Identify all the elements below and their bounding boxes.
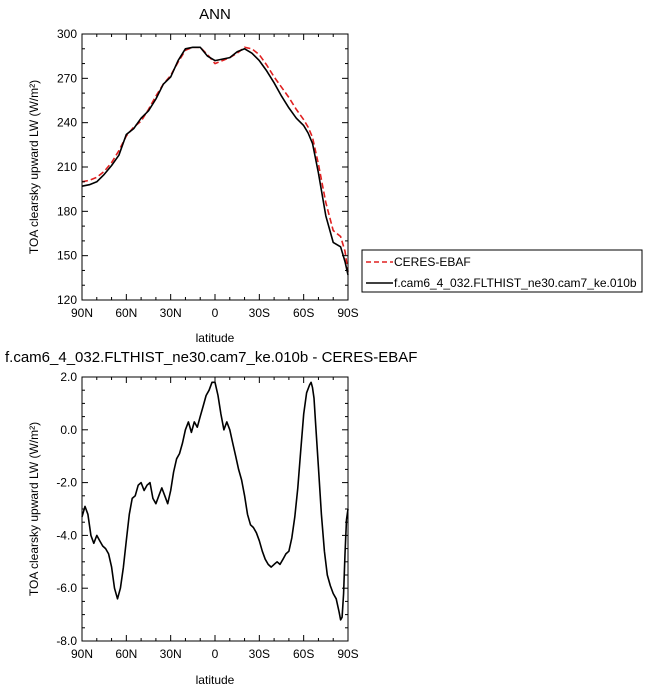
top-panel-x-tick-label: 30S	[249, 306, 270, 320]
top-panel: ANN 90N 60N 30N 0 30S 60S 90S 120 150 180 210 240 27…	[27, 6, 643, 345]
legend-box	[361, 249, 643, 293]
bottom-panel-x-tick-label: 0	[212, 647, 219, 661]
bottom-panel-xlabel: latitude	[196, 673, 235, 687]
bottom-panel-ylabel: TOA clearsky upward LW (W/m²)	[27, 422, 41, 596]
legend-label-ceres: CERES-EBAF	[394, 255, 471, 269]
top-panel-axes: 90N 60N 30N 0 30S 60S 90S 120 150 180 210 240 270 300	[57, 27, 359, 320]
bottom-panel-axes: 90N 60N 30N 0 30S 60S 90S -8.0 -6.0 -4.0 -2.0 0.0 2.…	[56, 370, 358, 661]
legend-label-model: f.cam6_4_032.FLTHIST_ne30.cam7_ke.010b	[394, 276, 637, 290]
top-panel-series-ceres-ebaf-line	[81, 46, 349, 273]
bottom-panel-frame	[81, 376, 349, 642]
bottom-panel-series-difference-line	[81, 381, 349, 621]
top-panel-y-tick-label: 180	[57, 204, 77, 218]
bottom-panel-y-tick-label: -8.0	[56, 634, 77, 648]
bottom-panel: f.cam6_4_032.FLTHIST_ne30.cam7_ke.010b -…	[5, 349, 417, 687]
top-panel-x-tick-label: 90S	[337, 306, 358, 320]
top-panel-lines	[81, 46, 349, 276]
legend: CERES-EBAF f.cam6_4_032.FLTHIST_ne30.cam…	[361, 249, 643, 293]
top-panel-xlabel: latitude	[196, 331, 235, 345]
top-panel-x-tick-label: 60N	[115, 306, 137, 320]
bottom-panel-x-tick-label: 60S	[293, 647, 314, 661]
bottom-panel-title: f.cam6_4_032.FLTHIST_ne30.cam7_ke.010b -…	[5, 349, 417, 366]
top-panel-frame	[81, 33, 349, 301]
bottom-panel-x-tick-label: 90N	[71, 647, 93, 661]
bottom-panel-y-tick-label: -4.0	[56, 528, 77, 542]
top-panel-series-model-line	[81, 46, 349, 276]
bottom-panel-x-tick-label: 60N	[115, 647, 137, 661]
top-panel-x-tick-label: 90N	[71, 306, 93, 320]
top-panel-x-tick-label: 30N	[160, 306, 182, 320]
top-panel-title: ANN	[199, 6, 231, 23]
bottom-panel-y-tick-label: 0.0	[60, 423, 77, 437]
top-panel-y-tick-label: 210	[57, 160, 77, 174]
bottom-panel-y-tick-label: -6.0	[56, 581, 77, 595]
top-panel-y-tick-label: 240	[57, 116, 77, 130]
bottom-panel-x-tick-label: 90S	[337, 647, 358, 661]
top-panel-y-tick-label: 150	[57, 249, 77, 263]
bottom-panel-y-tick-label: -2.0	[56, 476, 77, 490]
bottom-panel-lines	[81, 381, 349, 621]
bottom-panel-x-tick-label: 30N	[160, 647, 182, 661]
bottom-panel-x-tick-label: 30S	[249, 647, 270, 661]
top-panel-x-tick-label: 0	[212, 306, 219, 320]
bottom-panel-y-tick-label: 2.0	[60, 370, 77, 384]
top-panel-ylabel: TOA clearsky upward LW (W/m²)	[27, 80, 41, 254]
top-panel-y-tick-label: 300	[57, 27, 77, 41]
top-panel-y-tick-label: 120	[57, 293, 77, 307]
top-panel-x-tick-label: 60S	[293, 306, 314, 320]
top-panel-y-tick-label: 270	[57, 71, 77, 85]
